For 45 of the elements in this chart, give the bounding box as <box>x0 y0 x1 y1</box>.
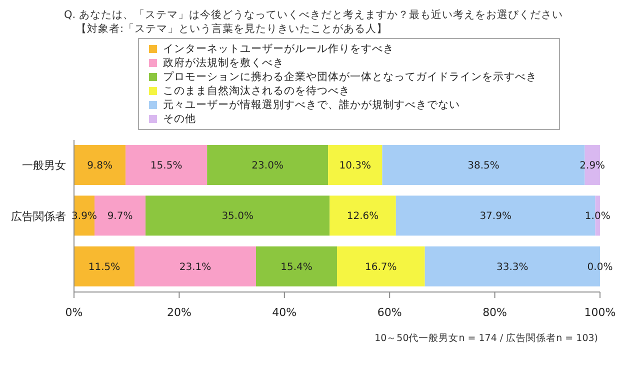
bar <box>146 196 330 236</box>
legend-label: プロモーションに携わる企業や団体が一体となってガイドラインを示すべき <box>163 70 537 84</box>
chart-subtitle: 【対象者:「ステマ」という言葉を見たりきいたことがある人】 <box>76 22 388 36</box>
data-label: 38.5% <box>468 160 500 172</box>
chart-title: Q. あなたは、「ステマ」は今後どうなっていくべきだと考えますか？最も近い考えをお選びください <box>64 8 563 22</box>
x-tick-label: 0% <box>65 306 83 319</box>
data-label: 35.0% <box>222 211 254 222</box>
bar <box>126 145 208 185</box>
data-label: 9.8% <box>87 160 112 172</box>
bar <box>74 246 134 286</box>
data-label: 10.3% <box>339 160 372 172</box>
data-label: 12.6% <box>346 211 379 222</box>
bar <box>256 246 337 286</box>
y-tick-label: 一般男女 <box>22 159 66 172</box>
legend-label: 元々ユーザーが情報選別すべきで、誰かが規制すべきでない <box>163 98 460 112</box>
data-label: 16.7% <box>365 262 397 273</box>
x-tick-label: 20% <box>166 306 192 319</box>
x-tick-label: 100% <box>584 306 616 319</box>
data-label: 37.9% <box>480 211 512 222</box>
data-label: 11.5% <box>88 262 120 273</box>
bar <box>330 196 396 236</box>
data-label: 15.5% <box>150 160 182 172</box>
bar <box>74 145 126 185</box>
legend-label: インターネットユーザーがルール作りをすべき <box>163 42 394 56</box>
data-label: 23.1% <box>179 262 212 273</box>
bar <box>94 196 146 236</box>
legend-label: その他 <box>163 112 196 126</box>
data-label: 15.4% <box>280 262 312 273</box>
data-label: 2.9% <box>580 160 606 172</box>
data-label: 1.0% <box>584 211 610 222</box>
x-tick-label: 80% <box>482 306 508 319</box>
data-label: 0.0% <box>587 262 613 274</box>
text: 10～50代一般男女n = 174 / 広告関係者n = 103) <box>374 332 598 345</box>
bar <box>207 145 328 185</box>
data-label: 23.0% <box>252 160 284 172</box>
x-tick-label: 40% <box>272 306 297 319</box>
y-tick-label: 広告関係者 <box>11 210 66 223</box>
data-label: 33.3% <box>496 262 528 273</box>
legend-label: このまま自然淘汰されるのを待つべき <box>163 84 350 98</box>
bar <box>328 145 382 185</box>
data-label: 9.7% <box>107 211 133 222</box>
bar <box>134 246 256 286</box>
legend-label: 政府が法規制を敷くべき <box>163 56 284 70</box>
x-tick-label: 60% <box>377 306 402 319</box>
bar <box>337 246 425 286</box>
